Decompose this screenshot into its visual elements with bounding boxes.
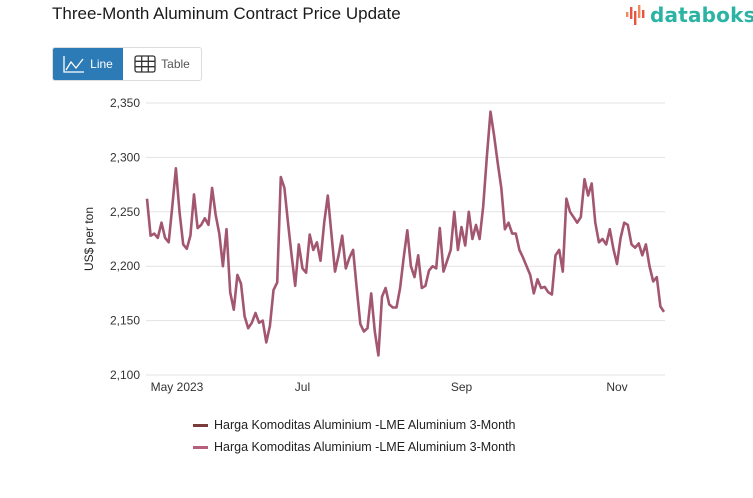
y-tick-label: 2,200 (110, 259, 140, 273)
table-view-label: Table (161, 57, 190, 71)
line-view-button[interactable]: Line (53, 48, 123, 80)
legend-label: Harga Komoditas Aluminium -LME Aluminium… (214, 418, 516, 432)
databoks-bars-icon (626, 5, 645, 25)
legend-item[interactable]: Harga Komoditas Aluminium -LME Aluminium… (193, 414, 516, 436)
y-tick-label: 2,100 (110, 368, 140, 382)
table-grid-icon (134, 55, 156, 73)
series-line[interactable] (145, 110, 666, 357)
line-chart-icon (63, 56, 85, 73)
view-toggle: Line Table (52, 47, 202, 81)
x-tick-label: Sep (451, 380, 473, 394)
legend-swatch (193, 445, 208, 449)
legend-swatch (193, 423, 208, 427)
legend: Harga Komoditas Aluminium -LME Aluminium… (193, 414, 516, 458)
chart-title: Three-Month Aluminum Contract Price Upda… (52, 4, 401, 23)
y-tick-label: 2,150 (110, 314, 140, 328)
x-tick-label: May 2023 (151, 380, 204, 394)
x-tick-label: Nov (606, 380, 627, 394)
legend-label: Harga Komoditas Aluminium -LME Aluminium… (214, 440, 516, 454)
legend-item[interactable]: Harga Komoditas Aluminium -LME Aluminium… (193, 436, 516, 458)
x-tick-label: Jul (295, 380, 310, 394)
y-tick-label: 2,250 (110, 205, 140, 219)
databoks-logo: databoks (626, 3, 753, 27)
y-tick-label: 2,350 (110, 96, 140, 110)
line-view-label: Line (90, 57, 113, 71)
logo-text: databoks (650, 3, 753, 27)
y-axis-label: US$ per ton (82, 207, 96, 271)
table-view-button[interactable]: Table (123, 48, 201, 80)
y-tick-label: 2,300 (110, 150, 140, 164)
